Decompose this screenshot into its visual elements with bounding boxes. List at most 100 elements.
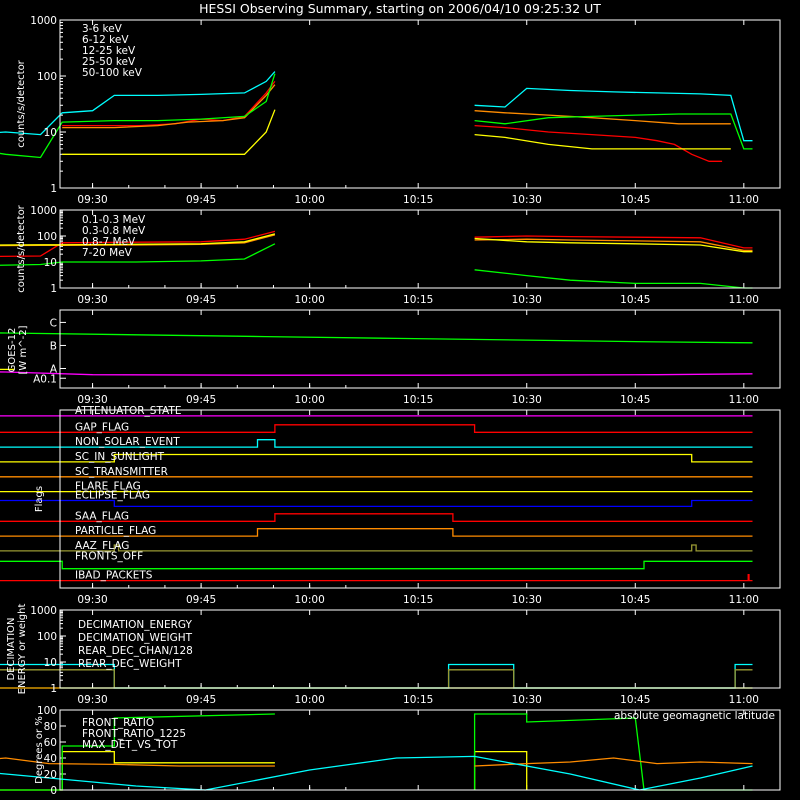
- panel4-flag-label: NON_SOLAR_EVENT: [75, 436, 180, 448]
- panel3-frame-top: [59, 309, 781, 389]
- panel4-flag-label: ATTENUATOR_STATE: [75, 405, 181, 417]
- panel5-xtick-label: 09:45: [186, 694, 216, 706]
- panel4-series-line: [0, 439, 753, 448]
- panel4-xtick-label: 10:45: [620, 594, 650, 606]
- panel5-ytick-label: 1: [50, 683, 57, 695]
- panel1-xtick-label: 10:30: [512, 194, 542, 206]
- panel5-ytick-label: 10: [44, 657, 57, 669]
- panel1-xtick-label: 11:00: [729, 194, 759, 206]
- panel2-ytick-label: 100: [37, 231, 57, 243]
- panel6-ytick-label: 60: [44, 737, 57, 749]
- panel2-series-line: [0, 243, 276, 266]
- panel1-series-line: [62, 109, 276, 155]
- panel2-xtick-label: 09:30: [77, 294, 107, 306]
- panel1-series-line: [474, 113, 753, 150]
- panel5-xtick-label: 11:00: [729, 694, 759, 706]
- panel2-ytick-label: 10: [44, 257, 57, 269]
- panel3-ylabel-line2: [W m^-2]: [18, 325, 29, 374]
- panel4-xtick-label: 10:15: [403, 594, 433, 606]
- panel2-xtick-label: 09:45: [186, 294, 216, 306]
- panel5-legend-entry: REAR_DEC_WEIGHT: [78, 658, 182, 670]
- panel4-series-line: [0, 560, 753, 570]
- panel5-xtick-label: 10:15: [403, 694, 433, 706]
- panel1-series-line: [62, 81, 276, 127]
- panel1-ytick-label: 1000: [30, 15, 57, 27]
- panel2-xtick-label: 10:00: [295, 294, 325, 306]
- panel5-legend-entry: DECIMATION_WEIGHT: [78, 632, 193, 644]
- panel2-xtick-label: 10:15: [403, 294, 433, 306]
- panel1-xtick-label: 10:00: [295, 194, 325, 206]
- panel6-ytick-label: 0: [50, 785, 57, 797]
- panel6-group: [0, 709, 781, 791]
- panel6-legend-entry: MAX_DET_VS_TOT: [82, 739, 178, 751]
- panel5-ytick-label: 100: [37, 631, 57, 643]
- panel4-series-line: [0, 544, 753, 552]
- panel1-ylabel: counts/s/detector: [16, 59, 27, 147]
- panel1-legend-entry: 25-50 keV: [82, 56, 136, 68]
- panel2-series-line: [474, 235, 753, 249]
- panel3-xtick-label: 09:45: [186, 394, 216, 406]
- figure-title: HESSI Observing Summary, starting on 200…: [199, 1, 601, 16]
- panel4-flag-label: SAA_FLAG: [75, 510, 129, 522]
- panel5-ytick-label: 1000: [30, 605, 57, 617]
- panel3-group: [0, 309, 781, 389]
- panel5-series-line: [0, 669, 753, 689]
- panel6-series-line: [0, 757, 275, 767]
- panel5-xtick-label: 10:00: [295, 694, 325, 706]
- panel3-xtick-label: 10:00: [295, 394, 325, 406]
- panel2-xtick-label: 11:00: [729, 294, 759, 306]
- panel1-xtick-label: 10:15: [403, 194, 433, 206]
- panel4-ylabel: Flags: [34, 486, 45, 512]
- panel4-flag-label: AAZ_FLAG: [75, 540, 129, 552]
- panel6-series-line: [0, 755, 753, 791]
- panel3-ylabel-line1: GOES-12: [7, 328, 18, 373]
- panel6-frame-top: [59, 709, 781, 791]
- panel3-xtick-label: 11:00: [729, 394, 759, 406]
- panel1-series-line: [474, 87, 753, 142]
- panel3-series-line: [0, 371, 753, 376]
- panel2-ytick-label: 1000: [30, 205, 57, 217]
- panel6-ytick-label: 40: [44, 753, 57, 765]
- panel4-series-line: [0, 573, 753, 582]
- panel2-frame-top: [59, 209, 781, 289]
- panel1-series-line: [474, 124, 723, 162]
- panel2-xtick-label: 10:45: [620, 294, 650, 306]
- panel1-series-line: [62, 84, 276, 129]
- panel6-legend-entry: FRONT_RATIO_1225: [82, 728, 186, 740]
- panel4-xtick-label: 10:00: [295, 594, 325, 606]
- panel6-ylabel: Degrees or %: [34, 716, 45, 784]
- panel3-xtick-label: 09:30: [77, 394, 107, 406]
- panel6-annotation: absolute geomagnetic latitude: [614, 710, 775, 722]
- panel4-flag-label: PARTICLE_FLAG: [75, 525, 156, 537]
- panel4-xtick-label: 09:45: [186, 594, 216, 606]
- panel1-series-line: [474, 110, 731, 125]
- panel2-frame: [59, 209, 781, 289]
- panel4-flag-label: FLARE_FLAG: [75, 481, 141, 493]
- panel1-xtick-label: 09:30: [77, 194, 107, 206]
- panel3-ytick-label: A: [50, 364, 58, 376]
- panel3-series-line: [0, 332, 753, 344]
- panel4-series-line: [0, 424, 753, 433]
- panel4-series-line: [0, 528, 753, 537]
- panel1-frame: [59, 19, 781, 189]
- panel2-legend-entry: 7-20 MeV: [82, 247, 133, 259]
- panel4-xtick-label: 09:30: [77, 594, 107, 606]
- panel4-xtick-label: 10:30: [512, 594, 542, 606]
- panel6-ytick-label: 20: [44, 769, 57, 781]
- panel1-ytick-label: 10: [44, 127, 57, 139]
- panel1-legend-entry: 3-6 keV: [82, 23, 123, 35]
- panel3-ytick-label: B: [50, 340, 57, 352]
- panel1-series-line: [0, 73, 276, 159]
- panel5-xtick-label: 10:45: [620, 694, 650, 706]
- panel4-flag-label: FRONTS_OFF: [75, 550, 143, 562]
- panel1-legend-entry: 50-100 keV: [82, 67, 143, 79]
- panel6-series-line: [474, 757, 753, 767]
- panel6-legend-entry: FRONT_RATIO: [82, 717, 154, 729]
- panel1-legend-entry: 6-12 keV: [82, 34, 129, 46]
- panel2-group: [0, 209, 781, 289]
- panel4-series-line: [0, 453, 753, 463]
- panel5-legend-entry: REAR_DEC_CHAN/128: [78, 645, 193, 657]
- panel1-ytick-label: 1: [50, 183, 57, 195]
- panel5-ylabel-line2: ENERGY or weight: [17, 604, 28, 695]
